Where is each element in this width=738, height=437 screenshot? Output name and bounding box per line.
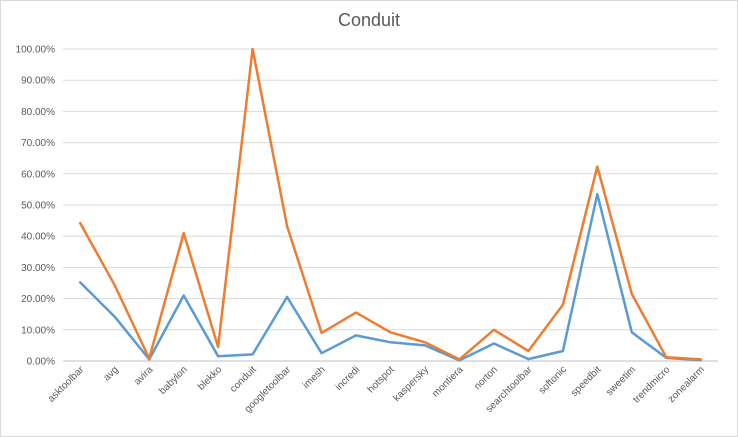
x-tick-label: imesh: [301, 364, 328, 391]
x-tick-label: trendmicro: [631, 364, 672, 405]
series-line-2: [78, 47, 703, 361]
series-line-1: [78, 192, 703, 362]
y-tick-label: 20.00%: [21, 294, 55, 305]
x-tick-label: hotspot: [366, 364, 397, 395]
chart-title: Conduit: [337, 10, 401, 30]
x-tick-label: avira: [132, 364, 155, 387]
x-tick-label: sweetim: [604, 364, 638, 398]
gridlines: [63, 48, 718, 362]
y-tick-label: 90.00%: [21, 76, 55, 87]
x-tick-label: norton: [472, 364, 500, 392]
y-tick-label: 80.00%: [21, 107, 55, 118]
x-tick-label: zonealarm: [666, 364, 707, 405]
y-tick-label: 50.00%: [21, 201, 55, 212]
series-lines: [78, 47, 703, 362]
x-tick-label: blekko: [196, 364, 225, 393]
x-tick-label: babylon: [157, 364, 190, 397]
y-tick-label: 70.00%: [21, 138, 55, 149]
x-axis-tick-labels: asktoolbar avg avira babylon blekko conduitgo…: [46, 364, 707, 415]
x-tick-label: softonic: [537, 364, 569, 396]
y-tick-label: 60.00%: [21, 169, 55, 180]
y-axis-tick-labels: 0.00% 10.00% 20.00% 30.00% 40.00% 50.00% 60.00…: [16, 45, 56, 368]
y-tick-label: 10.00%: [21, 325, 55, 336]
x-tick-label: asktoolbar: [46, 364, 87, 405]
x-tick-label: kaspersky: [391, 364, 431, 404]
x-tick-label: conduit: [228, 364, 259, 395]
y-tick-label: 0.00%: [27, 357, 55, 368]
x-tick-label: avg: [102, 364, 121, 383]
y-tick-label: 100.00%: [16, 45, 56, 56]
y-tick-label: 30.00%: [21, 263, 55, 274]
x-tick-label: montiera: [430, 364, 466, 400]
x-tick-label: incredi: [334, 364, 363, 393]
x-tick-label: speedbit: [569, 364, 604, 399]
y-tick-label: 40.00%: [21, 232, 55, 243]
